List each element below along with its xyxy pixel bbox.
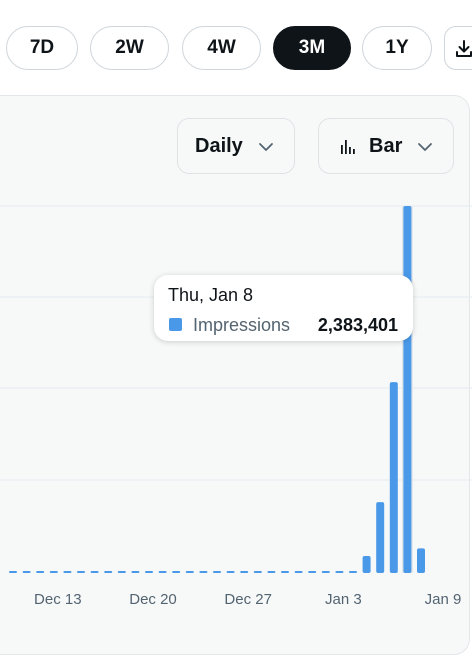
chart-bar[interactable]: [145, 571, 153, 573]
chart-bar[interactable]: [389, 382, 398, 573]
tooltip-series-swatch: [169, 318, 182, 331]
chart-bar[interactable]: [321, 571, 330, 573]
chart-bar[interactable]: [9, 571, 17, 573]
x-tick-label: Dec 13: [34, 591, 82, 608]
range-tab-1y[interactable]: 1Y: [362, 26, 432, 70]
chart-bar[interactable]: [117, 571, 126, 573]
chart-bar[interactable]: [213, 571, 221, 573]
chevron-down-icon: [418, 143, 432, 151]
chart-bar[interactable]: [77, 571, 85, 573]
chart-bar[interactable]: [335, 571, 344, 573]
chart-bar[interactable]: [308, 571, 317, 573]
chart-bar[interactable]: [226, 571, 235, 573]
x-tick-label: Jan 9: [425, 591, 462, 608]
download-button[interactable]: [444, 26, 472, 70]
chart-bar[interactable]: [36, 571, 45, 573]
chart-bar[interactable]: [267, 571, 276, 573]
range-tab-2w[interactable]: 2W: [90, 26, 169, 70]
chart-type-select-label: Bar: [369, 134, 403, 157]
chart-bar[interactable]: [403, 206, 412, 573]
chart-bar[interactable]: [417, 548, 425, 573]
range-tab-4w[interactable]: 4W: [182, 26, 261, 70]
chart-bar[interactable]: [253, 571, 262, 573]
chart-bar[interactable]: [131, 571, 140, 573]
chart-bar[interactable]: [22, 571, 31, 573]
bar-chart-icon: [341, 140, 355, 154]
range-tab-3m[interactable]: 3M: [273, 26, 351, 70]
chart-bar[interactable]: [294, 571, 303, 573]
interval-select[interactable]: Daily: [177, 118, 295, 174]
impressions-bar-chart: Dec 13 Dec 20 Dec 27 Jan 3 Jan 9: [0, 205, 472, 608]
x-tick-label: Dec 20: [129, 591, 177, 608]
chart-bar[interactable]: [49, 571, 58, 573]
chart-bar[interactable]: [199, 571, 208, 573]
tooltip-metric-value: 2,383,401: [317, 315, 398, 335]
range-tab-7d[interactable]: 7D: [6, 26, 78, 70]
chart-bar[interactable]: [240, 571, 249, 573]
chart-bar[interactable]: [185, 571, 194, 573]
chart-tooltip: Thu, Jan 8 Impressions 2,383,401: [154, 275, 413, 341]
date-range-bar: 7D 2W 4W 3M 1Y: [0, 0, 472, 96]
chart-bar[interactable]: [104, 571, 113, 573]
chart-bar[interactable]: [362, 556, 371, 573]
x-tick-label: Jan 3: [325, 591, 362, 608]
chart-bar[interactable]: [158, 571, 167, 573]
chevron-down-icon: [259, 143, 273, 151]
chart-bar[interactable]: [172, 571, 181, 573]
tooltip-date: Thu, Jan 8: [168, 285, 254, 305]
chart-type-select[interactable]: Bar: [318, 118, 454, 174]
interval-select-label: Daily: [195, 134, 243, 157]
tooltip-metric-label: Impressions: [193, 315, 291, 335]
x-tick-label: Dec 27: [224, 591, 272, 608]
chart-bar[interactable]: [63, 571, 72, 573]
chart-bar[interactable]: [90, 571, 99, 573]
chart-bar[interactable]: [281, 571, 289, 573]
download-icon: [456, 40, 472, 57]
chart-bar[interactable]: [376, 502, 385, 573]
chart-bar[interactable]: [349, 571, 357, 573]
